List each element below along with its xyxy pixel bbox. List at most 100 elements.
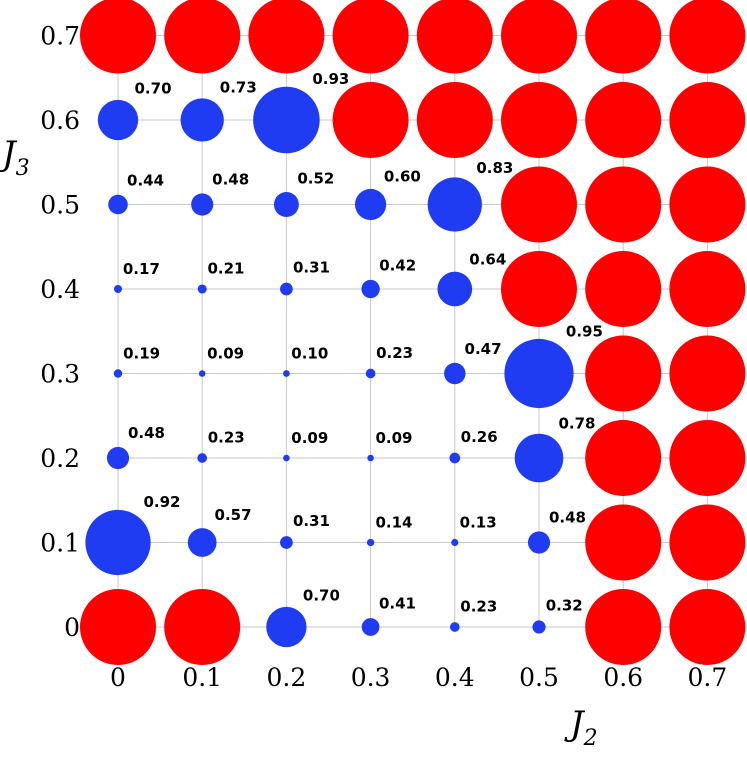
- value-label: 0.32: [546, 596, 583, 614]
- bubble-blue: [365, 368, 376, 379]
- value-label: 0.92: [143, 493, 180, 511]
- bubble-blue: [449, 452, 461, 464]
- bubble-blue: [444, 362, 466, 385]
- bubble-red: [669, 589, 746, 665]
- bubble-red: [332, 0, 409, 74]
- bubble-blue: [106, 446, 130, 470]
- tick-labels: 0 0.1 0.2 0.3 0.4 0.5 0.6 0.700.10.20.30.40.50.…: [40, 22, 727, 693]
- bubble-red: [501, 166, 577, 243]
- value-label: 0.23: [460, 598, 497, 616]
- value-label: 0.64: [469, 251, 506, 269]
- bubble-red: [164, 589, 241, 665]
- y-tick-label: 0.7: [40, 22, 80, 51]
- x-tick-label: 0.4: [435, 663, 475, 692]
- bubble-red: [669, 0, 746, 74]
- bubble-red: [416, 82, 493, 158]
- value-label: 0.48: [128, 424, 165, 442]
- x-tick-label: 0.6: [603, 663, 643, 692]
- value-label: 0.48: [212, 171, 249, 189]
- bubble-blue: [187, 528, 217, 557]
- bubble-blue: [197, 284, 207, 294]
- y-tick-label: 0.6: [40, 106, 80, 135]
- value-label: 0.78: [558, 415, 595, 433]
- bubble-red: [501, 82, 577, 158]
- bubble-red: [669, 420, 746, 496]
- x-axis-subscript: 2: [583, 726, 598, 751]
- bubble-blue: [85, 509, 151, 576]
- bubble-blue: [113, 369, 123, 378]
- bubble-blue: [361, 618, 380, 636]
- bubble-red: [669, 82, 746, 158]
- bubble-blue: [451, 538, 459, 547]
- value-label: 0.42: [379, 256, 416, 274]
- y-axis-title: J3: [0, 134, 30, 181]
- bubble-red: [80, 0, 156, 74]
- x-tick-label: 0.3: [351, 663, 391, 692]
- value-label: 0.48: [549, 509, 586, 527]
- bubble-blue: [437, 271, 473, 307]
- bubble-red: [585, 82, 662, 158]
- value-label: 0.26: [461, 428, 498, 446]
- bubble-blue: [283, 454, 290, 462]
- x-tick-label: 0.1: [182, 663, 222, 692]
- value-labels: 0.70 0.41 0.23 0.32 0.92 0.57 0.31 0.14 0.13 0.48…: [123, 70, 603, 615]
- bubble-blue: [266, 606, 307, 648]
- bubble-blue: [280, 536, 293, 549]
- bubble-blue: [113, 284, 123, 294]
- value-label: 0.10: [291, 345, 328, 363]
- value-label: 0.93: [312, 70, 349, 88]
- y-tick-label: 0.1: [40, 529, 80, 558]
- value-label: 0.41: [379, 595, 416, 613]
- x-axis-letter: J: [564, 704, 586, 744]
- bubble-blue: [253, 86, 320, 154]
- y-tick-label: 0.3: [40, 360, 80, 389]
- bubble-red: [501, 251, 577, 327]
- y-axis-letter: J: [0, 134, 18, 174]
- bubble-blue: [280, 282, 293, 296]
- value-label: 0.09: [291, 429, 328, 447]
- bubble-red: [585, 504, 662, 581]
- bubble-blue: [514, 433, 564, 483]
- bubble-blue: [355, 188, 387, 221]
- bubble-layer: [80, 0, 746, 665]
- bubble-blue: [532, 620, 546, 634]
- bubble-blue: [504, 338, 574, 409]
- value-label: 0.09: [207, 345, 244, 363]
- bubble-red: [416, 0, 493, 74]
- value-label: 0.83: [476, 159, 513, 177]
- value-label: 0.70: [135, 79, 172, 97]
- bubble-red: [248, 0, 325, 74]
- bubble-blue: [273, 192, 299, 217]
- x-tick-label: 0: [110, 663, 126, 692]
- value-label: 0.19: [123, 344, 160, 362]
- value-label: 0.52: [297, 170, 334, 188]
- bubble-blue: [283, 370, 290, 377]
- value-label: 0.23: [208, 429, 245, 447]
- value-label: 0.95: [566, 323, 603, 341]
- value-label: 0.57: [215, 506, 252, 524]
- bubble-red: [585, 166, 662, 243]
- y-tick-label: 0.4: [40, 275, 80, 304]
- x-tick-label: 0.7: [688, 663, 728, 692]
- value-label: 0.23: [376, 344, 413, 362]
- bubble-red: [585, 420, 662, 496]
- bubble-red: [164, 0, 241, 74]
- bubble-red: [669, 504, 746, 581]
- value-label: 0.73: [220, 78, 257, 96]
- y-tick-label: 0.5: [40, 191, 80, 220]
- y-tick-label: 0.2: [40, 444, 80, 473]
- bubble-red: [501, 0, 577, 74]
- bubble-red: [332, 82, 409, 158]
- bubble-red: [585, 589, 662, 665]
- value-label: 0.21: [207, 260, 244, 278]
- bubble-blue: [180, 98, 224, 142]
- value-label: 0.70: [303, 586, 340, 604]
- bubble-red: [669, 335, 746, 412]
- value-label: 0.17: [123, 260, 160, 278]
- bubble-blue: [108, 194, 128, 215]
- value-label: 0.09: [375, 429, 412, 447]
- value-label: 0.47: [465, 340, 502, 358]
- bubble-blue: [361, 279, 380, 299]
- bubble-blue: [367, 454, 374, 462]
- value-label: 0.13: [460, 514, 497, 532]
